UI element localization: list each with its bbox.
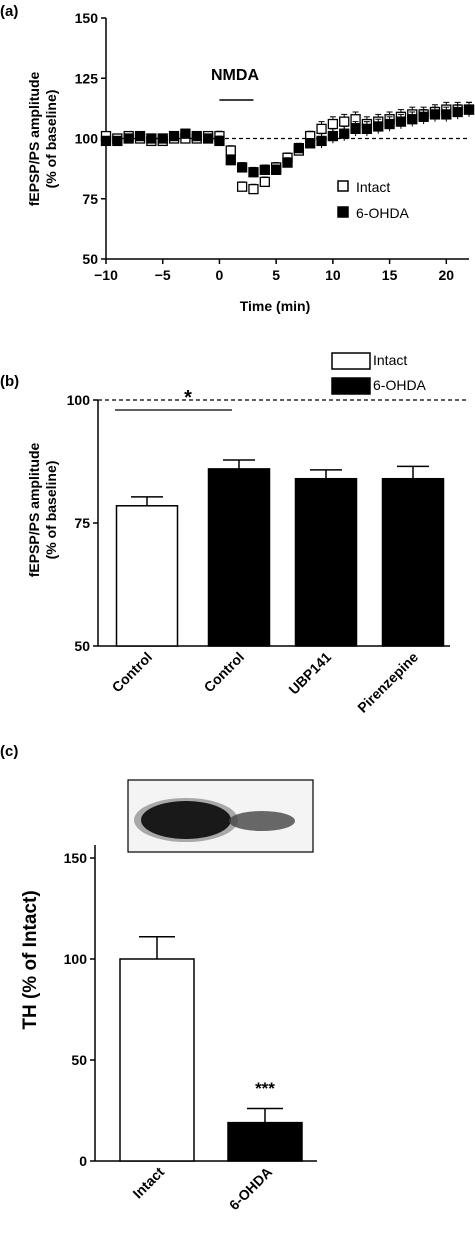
panel-a-point-6ohda	[214, 135, 225, 147]
panel-a-point-6ohda	[339, 128, 350, 139]
panel-a-y-tick-label: 150	[75, 10, 99, 26]
panel-a-point-6ohda	[236, 162, 248, 173]
panel-c-y-tick-label: 50	[71, 1052, 87, 1068]
panel-c-bar	[119, 958, 195, 1162]
panel-a-point-6ohda	[282, 157, 293, 168]
panel-a-point-intact	[327, 118, 339, 130]
panel-a-point-6ohda	[180, 128, 191, 139]
panel-a-point-6ohda	[248, 167, 259, 178]
panel-b-y-tick-label: 75	[74, 515, 90, 531]
panel-a-annotation: NMDA	[211, 67, 259, 84]
panel-b-ylabel-line1: fEPSP/PS amplitude	[26, 442, 42, 577]
western-blot-band-intact	[141, 801, 231, 839]
panel-c-chart: TH (% of Intact) *** 0 50 100 150 Intact 6-OH…	[20, 779, 317, 1213]
panel-c-y-tick-label: 0	[79, 1153, 87, 1169]
panel-c-y-tick-label: 150	[64, 850, 88, 866]
panel-a-point-6ohda	[271, 164, 282, 175]
panel-c-x-tick-label: Intact	[129, 1164, 167, 1202]
panel-c-bar	[227, 1121, 303, 1162]
panel-a-point-6ohda	[168, 130, 180, 142]
panel-a-chart: fEPSP/PS amplitude (% of baseline) Time …	[26, 10, 475, 314]
panel-a-point-6ohda	[225, 155, 236, 166]
panel-a-point-intact	[236, 181, 248, 192]
panel-a-point-6ohda	[100, 135, 112, 147]
panel-a-point-6ohda	[202, 133, 214, 144]
panel-a-point-6ohda	[112, 135, 123, 147]
western-blot-band-6ohda	[229, 811, 295, 831]
panel-b-bar	[294, 477, 358, 647]
panel-a-point-6ohda	[384, 118, 395, 130]
panel-b-x-tick-label: UBP141	[285, 649, 334, 698]
panel-b-bar	[115, 505, 179, 647]
panel-a-point-intact	[316, 123, 327, 135]
panel-b-significance: *	[184, 387, 192, 409]
panel-a-legend-marker-6ohda	[337, 206, 349, 218]
panel-a-point-6ohda	[418, 111, 429, 122]
panel-b-ylabel-line2: (% of baseline)	[43, 461, 59, 560]
panel-a-point-6ohda	[191, 130, 202, 142]
panel-a-point-6ohda	[452, 106, 463, 118]
panel-a-legend-intact: Intact	[356, 179, 390, 195]
panel-a-point-6ohda	[316, 135, 327, 147]
panel-c-ylabel: TH (% of Intact)	[20, 890, 41, 1029]
western-blot-band-intact-halo	[134, 798, 238, 842]
panel-b-y-tick-label: 50	[74, 638, 90, 654]
panel-b-legend-6ohda: 6-OHDA	[373, 377, 427, 393]
panel-a-point-6ohda	[146, 133, 157, 144]
panel-a-x-tick-label: −10	[94, 267, 118, 283]
panel-b-chart: fEPSP/PS amplitude (% of baseline) Intac…	[26, 352, 466, 716]
western-blot-inset	[127, 779, 314, 853]
panel-a-point-6ohda	[327, 130, 339, 142]
panel-a-point-6ohda	[293, 142, 304, 154]
panel-a-point-intact	[225, 145, 236, 156]
panel-a-point-6ohda	[373, 121, 384, 132]
panel-a-xlabel: Time (min)	[240, 298, 311, 314]
panel-a-point-intact	[259, 176, 270, 188]
panel-b-x-tick-label: Control	[109, 649, 156, 696]
panel-a-point-6ohda	[123, 133, 134, 144]
panel-b-legend-swatch-6ohda	[331, 377, 371, 395]
panel-b-x-tick-label: Pirenzepine	[354, 649, 421, 716]
panel-a-y-tick-label: 50	[82, 251, 98, 267]
panel-a-point-6ohda	[259, 164, 270, 175]
panel-a-point-6ohda	[157, 133, 168, 144]
panel-a-x-tick-label: 5	[272, 267, 280, 283]
panel-label-a: (a)	[0, 3, 18, 20]
panel-a-x-tick-label: 20	[439, 267, 455, 283]
panel-b-bar	[381, 477, 445, 647]
panel-b-legend-swatch-intact	[331, 352, 371, 370]
panel-label-c: (c)	[0, 743, 18, 760]
panel-a-x-tick-label: 15	[382, 267, 398, 283]
panel-a-x-tick-label: 0	[216, 267, 224, 283]
panel-a-point-6ohda	[395, 116, 407, 127]
panel-a-y-tick-label: 100	[75, 131, 99, 147]
panel-a-x-tick-label: −5	[155, 267, 171, 283]
panel-a-point-6ohda	[134, 130, 146, 142]
panel-label-b: (b)	[0, 373, 19, 390]
panel-a-ylabel-line2: (% of baseline)	[43, 90, 59, 189]
panel-c-x-tick-label: 6-OHDA	[226, 1164, 275, 1213]
panel-a-point-intact	[339, 116, 350, 127]
panel-a-point-6ohda	[361, 123, 373, 135]
panel-a-point-6ohda	[350, 123, 361, 135]
panel-b-x-tick-label: Control	[201, 649, 248, 696]
panel-a-legend-marker-intact	[337, 180, 349, 192]
panel-a-point-6ohda	[441, 109, 452, 120]
panel-b-bar	[207, 468, 271, 647]
panel-a-x-tick-label: 10	[325, 267, 341, 283]
panel-b-legend-intact: Intact	[373, 352, 407, 368]
panel-a-y-tick-label: 75	[82, 191, 98, 207]
panel-b-y-tick-label: 100	[67, 392, 91, 408]
panel-a-ylabel-line1: fEPSP/PS amplitude	[26, 71, 42, 206]
panel-c-significance: ***	[255, 1079, 275, 1098]
panel-a-point-6ohda	[429, 109, 441, 120]
panel-a-legend-6ohda: 6-OHDA	[356, 205, 410, 221]
panel-a-point-6ohda	[305, 138, 316, 149]
panel-a-point-intact	[248, 183, 259, 195]
panel-a-point-6ohda	[463, 104, 475, 115]
panel-a-y-tick-label: 125	[75, 70, 99, 86]
panel-c-y-tick-label: 100	[64, 951, 88, 967]
panel-a-point-6ohda	[407, 114, 418, 125]
